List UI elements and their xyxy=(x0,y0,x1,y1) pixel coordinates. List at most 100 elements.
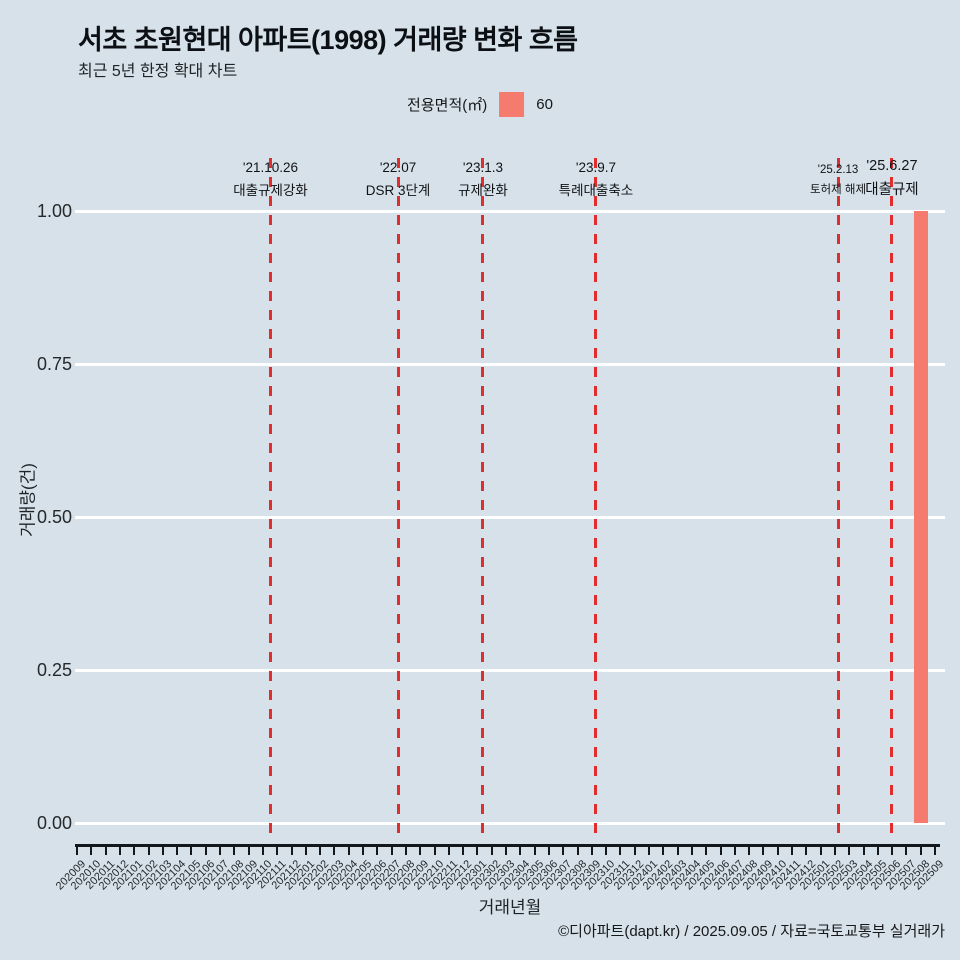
volume-bar xyxy=(913,211,928,823)
x-tick xyxy=(605,846,608,855)
x-tick xyxy=(576,846,579,855)
event-date: '23.9.7 xyxy=(575,160,616,175)
x-tick xyxy=(462,846,465,855)
y-tick-label: 0.75 xyxy=(36,354,72,374)
event-label: 대출규제강화 xyxy=(233,183,308,198)
x-tick xyxy=(347,846,350,855)
x-tick xyxy=(476,846,479,855)
gridline xyxy=(75,821,945,825)
x-tick xyxy=(519,846,522,855)
x-tick xyxy=(719,846,722,855)
x-tick xyxy=(762,846,765,855)
event-line xyxy=(481,158,485,842)
x-tick xyxy=(319,846,322,855)
x-tick xyxy=(233,846,236,855)
x-tick xyxy=(547,846,550,855)
page-title: 서초 초원현대 아파트(1998) 거래량 변화 흐름 xyxy=(78,25,578,55)
event-date: '23.1.3 xyxy=(462,160,504,175)
x-tick xyxy=(290,846,293,855)
x-tick xyxy=(118,846,121,855)
x-tick xyxy=(133,846,136,855)
x-tick xyxy=(390,846,393,855)
x-tick xyxy=(891,846,894,855)
x-tick xyxy=(705,846,708,855)
y-tick-label: 1.00 xyxy=(36,201,72,221)
gridline xyxy=(75,668,945,672)
footer-credit: ©디아파트(dapt.kr) / 2025.09.05 / 자료=국토교통부 실… xyxy=(558,923,945,940)
legend-swatch xyxy=(499,92,525,117)
x-tick xyxy=(533,846,536,855)
x-tick xyxy=(76,846,78,855)
event-date: '22.07 xyxy=(379,160,417,175)
y-tick-label: 0.25 xyxy=(36,660,72,680)
x-tick xyxy=(676,846,679,855)
x-tick xyxy=(362,846,364,855)
x-tick xyxy=(433,846,436,855)
x-tick xyxy=(848,846,851,855)
x-tick xyxy=(104,846,107,855)
x-tick xyxy=(905,846,908,855)
x-tick xyxy=(791,846,793,855)
x-tick xyxy=(776,846,779,855)
x-tick xyxy=(176,846,179,855)
x-tick xyxy=(934,846,936,855)
gridline xyxy=(75,362,945,366)
x-tick xyxy=(376,846,379,855)
event-line xyxy=(836,158,840,842)
event-label: DSR 3단계 xyxy=(365,183,431,198)
x-tick xyxy=(833,846,836,855)
event-line xyxy=(594,158,598,842)
x-tick xyxy=(204,846,207,855)
x-tick xyxy=(276,846,279,855)
x-tick xyxy=(304,846,307,855)
event-line xyxy=(268,158,272,842)
x-tick xyxy=(90,846,93,855)
x-tick xyxy=(190,846,193,855)
x-axis-title: 거래년월 xyxy=(478,898,542,917)
x-tick xyxy=(490,846,493,855)
x-tick xyxy=(447,846,450,855)
x-tick xyxy=(147,846,150,855)
x-tick xyxy=(819,846,822,855)
x-tick xyxy=(590,846,593,855)
event-label: 토허제 해제 xyxy=(809,184,867,196)
legend: 전용면적(㎡) 60 xyxy=(407,92,553,117)
x-tick xyxy=(633,846,636,855)
event-date: '25.2.13 xyxy=(817,164,859,176)
x-tick xyxy=(662,846,665,855)
event-label: 대출규제 xyxy=(865,182,919,198)
y-tick-label: 0.50 xyxy=(36,507,72,527)
x-axis-line xyxy=(75,844,940,847)
x-tick xyxy=(562,846,565,855)
x-tick xyxy=(733,846,736,855)
y-tick-label: 0.00 xyxy=(36,813,72,833)
x-tick xyxy=(648,846,650,855)
x-tick xyxy=(505,846,507,855)
x-tick xyxy=(619,846,622,855)
event-line xyxy=(890,158,894,842)
event-label: 특례대출축소 xyxy=(558,183,634,198)
x-tick xyxy=(919,846,922,855)
x-tick xyxy=(690,846,693,855)
x-tick xyxy=(161,846,164,855)
x-tick xyxy=(419,846,422,855)
event-label: 규제완화 xyxy=(458,183,508,198)
event-date: '25.6.27 xyxy=(866,158,918,174)
gridline xyxy=(75,515,945,519)
x-tick xyxy=(404,846,407,855)
x-tick xyxy=(805,846,808,855)
legend-item-label: 60 xyxy=(536,96,553,113)
x-tick xyxy=(333,846,336,855)
x-tick xyxy=(748,846,751,855)
x-tick xyxy=(862,846,865,855)
gridline xyxy=(75,209,945,213)
x-tick xyxy=(247,846,250,855)
x-tick xyxy=(261,846,264,855)
legend-title: 전용면적(㎡) xyxy=(407,97,488,114)
event-date: '21.10.26 xyxy=(242,160,299,175)
page-subtitle: 최근 5년 한정 확대 차트 xyxy=(78,63,238,80)
x-tick xyxy=(219,846,221,855)
x-tick xyxy=(876,846,879,855)
event-line xyxy=(396,158,400,842)
